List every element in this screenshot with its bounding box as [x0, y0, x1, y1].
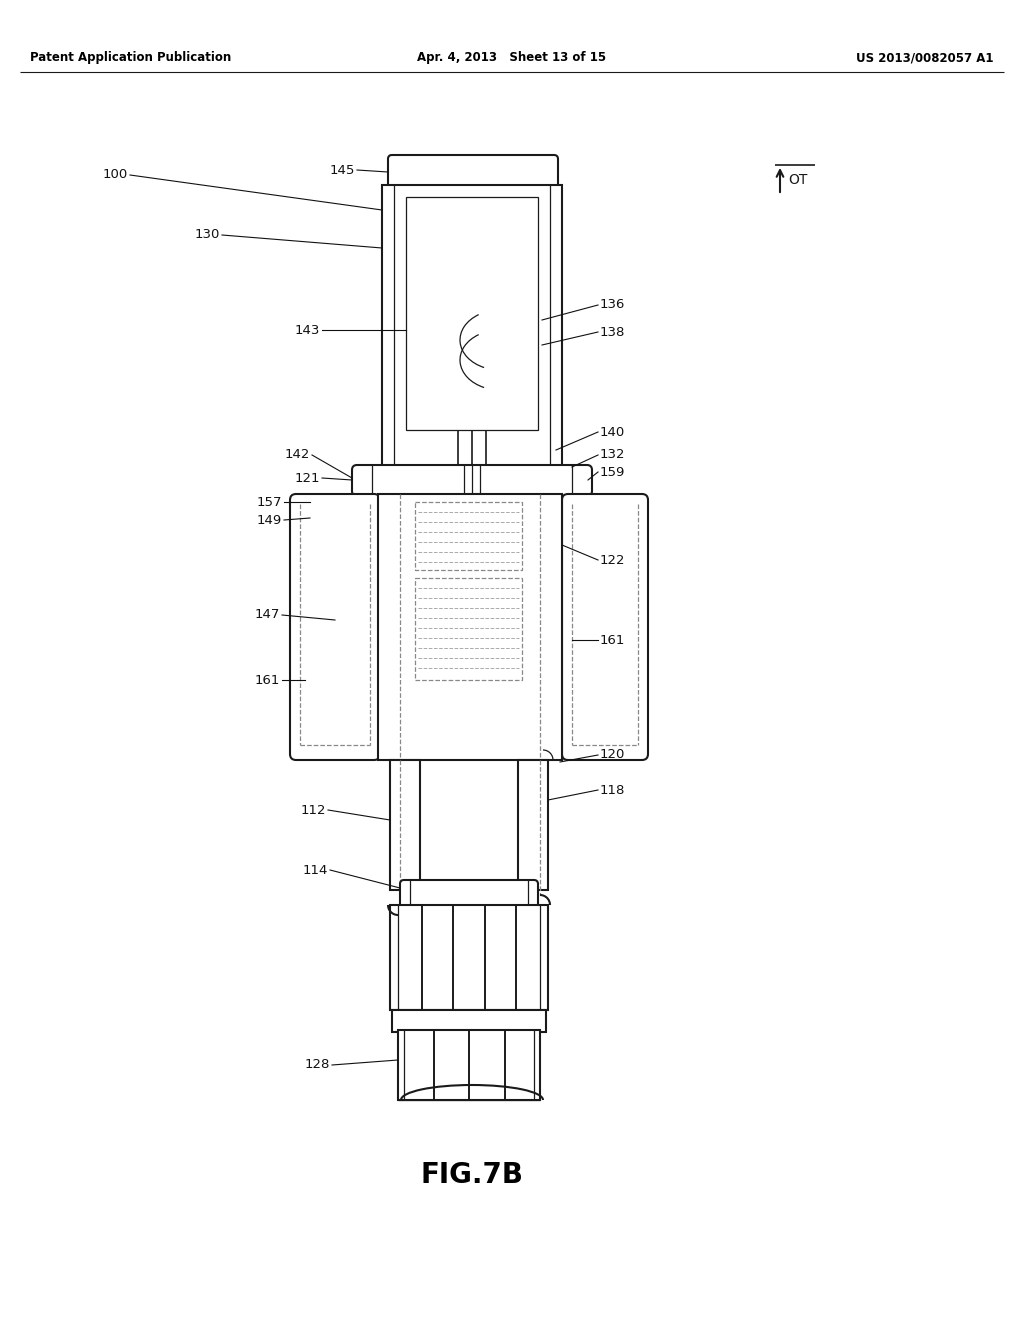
- FancyBboxPatch shape: [290, 494, 380, 760]
- Bar: [406, 197, 538, 430]
- Text: 122: 122: [600, 553, 626, 566]
- Text: 114: 114: [303, 863, 328, 876]
- Bar: [390, 906, 548, 1010]
- Text: 120: 120: [600, 748, 626, 762]
- Text: 157: 157: [256, 495, 282, 508]
- Text: 130: 130: [195, 228, 220, 242]
- Bar: [398, 1030, 540, 1100]
- Text: FIG.7B: FIG.7B: [421, 1162, 523, 1189]
- FancyBboxPatch shape: [562, 494, 648, 760]
- Bar: [378, 494, 562, 760]
- Text: 142: 142: [285, 449, 310, 462]
- Text: 145: 145: [330, 164, 355, 177]
- Text: 138: 138: [600, 326, 626, 338]
- Text: US 2013/0082057 A1: US 2013/0082057 A1: [856, 51, 994, 65]
- FancyBboxPatch shape: [352, 465, 592, 496]
- Text: Patent Application Publication: Patent Application Publication: [30, 51, 231, 65]
- Bar: [382, 185, 562, 469]
- Text: 140: 140: [600, 425, 626, 438]
- Text: 112: 112: [300, 804, 326, 817]
- Text: 149: 149: [257, 513, 282, 527]
- FancyBboxPatch shape: [388, 154, 558, 193]
- Text: Apr. 4, 2013   Sheet 13 of 15: Apr. 4, 2013 Sheet 13 of 15: [418, 51, 606, 65]
- Text: 136: 136: [600, 298, 626, 312]
- Bar: [390, 760, 420, 890]
- Text: 159: 159: [600, 466, 626, 479]
- Text: 161: 161: [600, 634, 626, 647]
- Text: 100: 100: [102, 169, 128, 181]
- Text: 132: 132: [600, 449, 626, 462]
- Bar: [518, 760, 548, 890]
- Text: 118: 118: [600, 784, 626, 796]
- Text: 121: 121: [295, 471, 319, 484]
- Text: 147: 147: [255, 609, 280, 622]
- Bar: [392, 1010, 546, 1032]
- Text: 161: 161: [255, 673, 280, 686]
- Text: OT: OT: [788, 173, 807, 187]
- FancyBboxPatch shape: [400, 880, 538, 909]
- Text: 128: 128: [304, 1059, 330, 1072]
- Text: 143: 143: [295, 323, 319, 337]
